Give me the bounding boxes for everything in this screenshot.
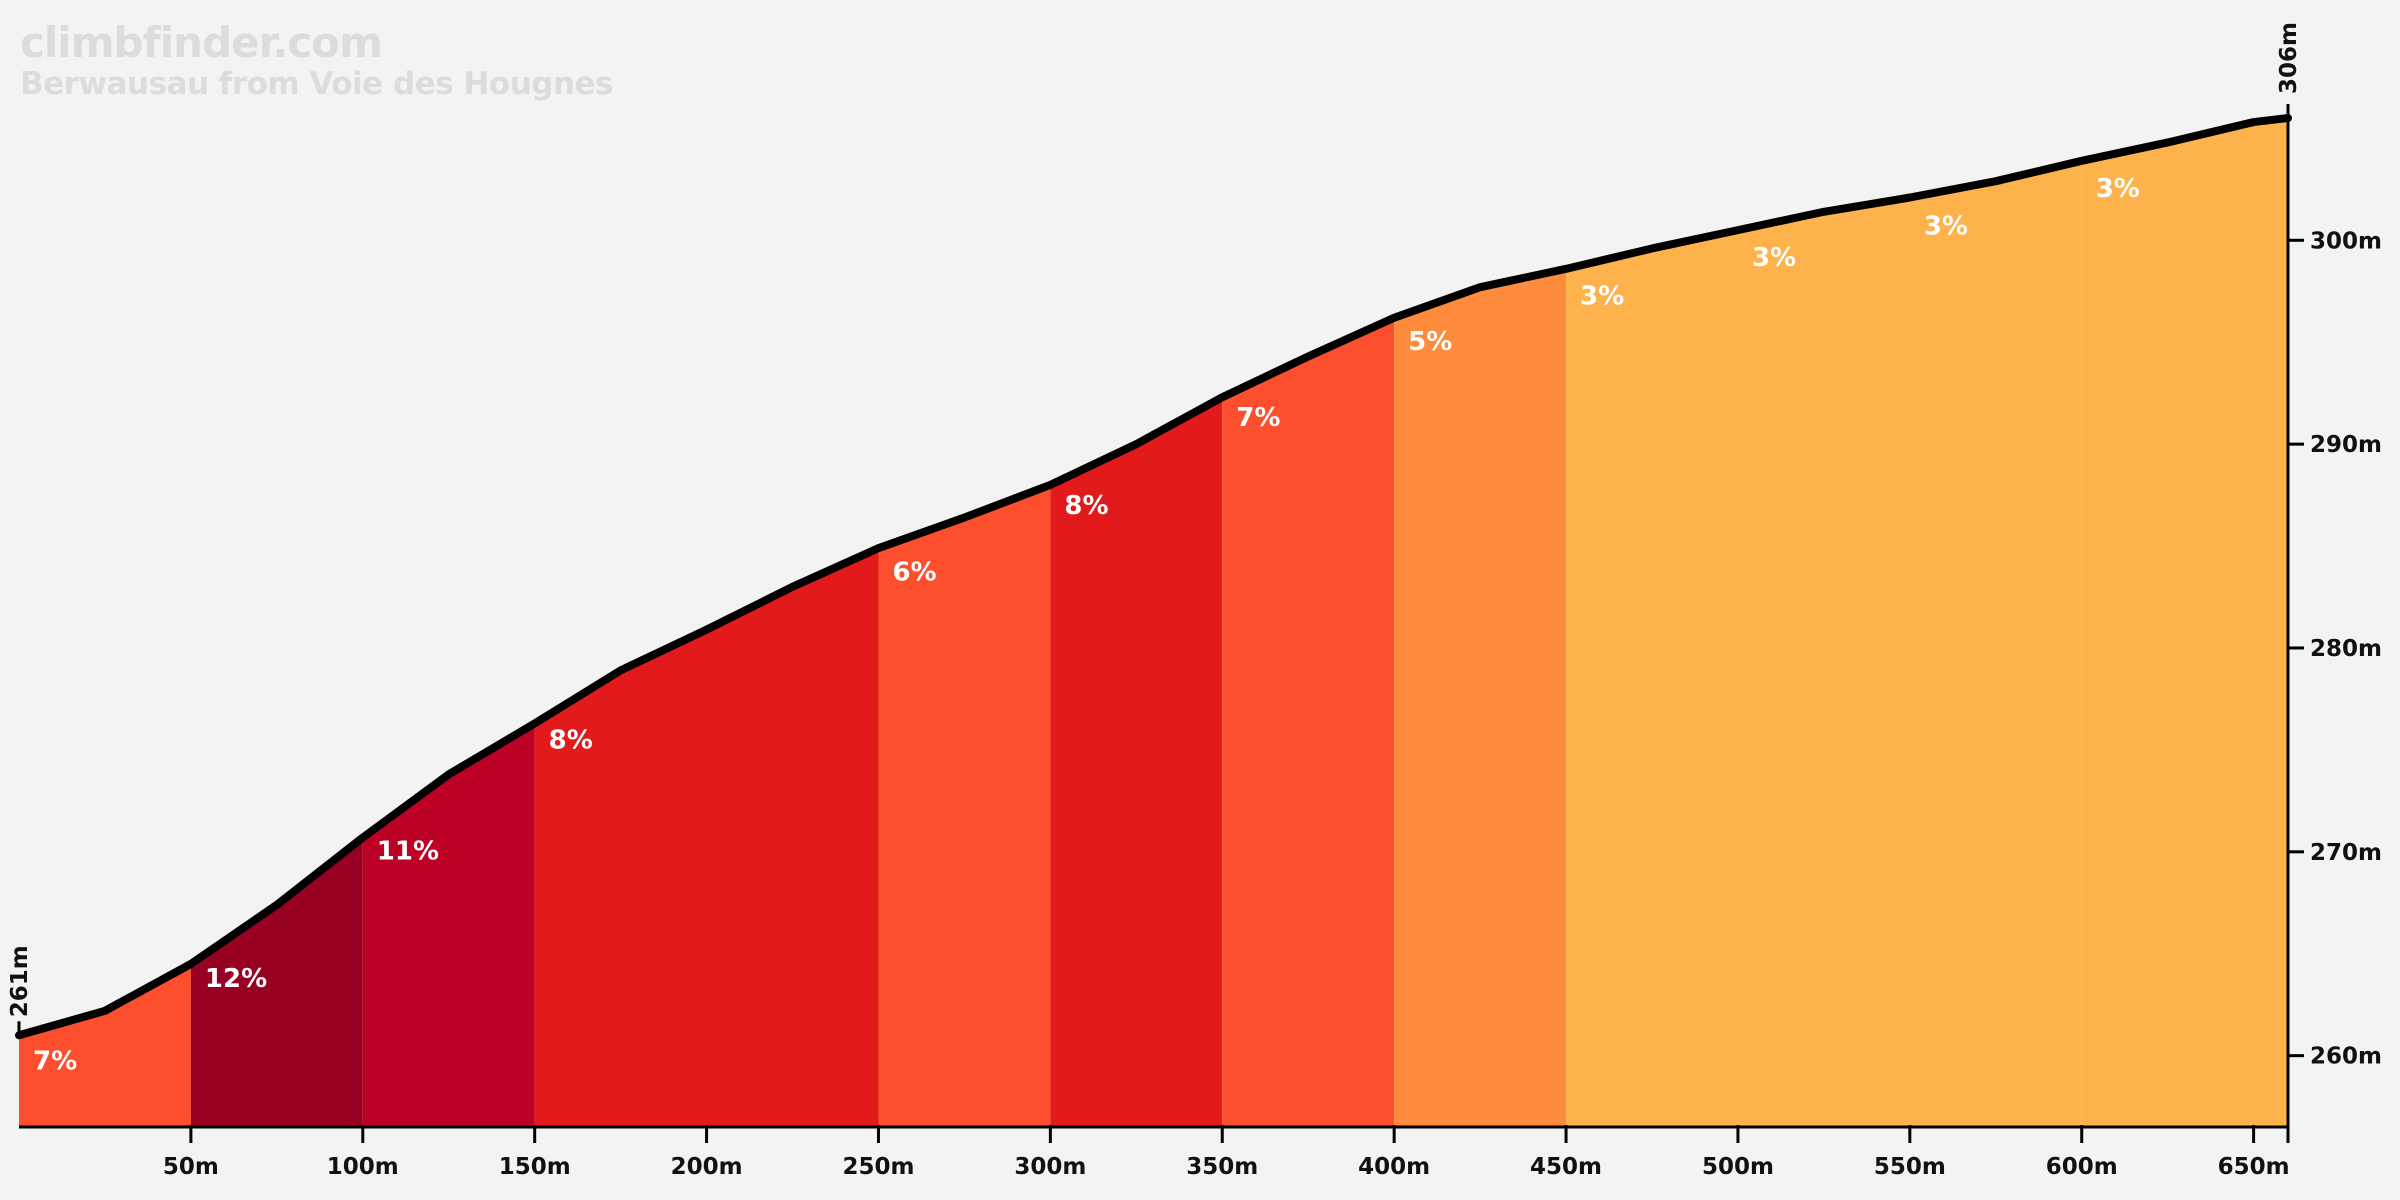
profile-line-group bbox=[15, 114, 2292, 1040]
y-tick-label-2: 270m bbox=[2310, 840, 2382, 866]
grade-label-1: 7% bbox=[33, 1046, 77, 1076]
x-tick-label-13: 650m bbox=[2218, 1154, 2290, 1180]
y-tick-label-1: 260m bbox=[2310, 1044, 2382, 1070]
segment-fill-2 bbox=[190, 837, 363, 1127]
start-elevation-label: 261m bbox=[7, 945, 33, 1017]
segment-fill-8 bbox=[1394, 268, 1567, 1127]
y-tick-label-3: 280m bbox=[2310, 636, 2382, 662]
x-tick-label-8: 400m bbox=[1358, 1154, 1430, 1180]
grade-label-4: 8% bbox=[549, 725, 593, 755]
grade-label-5: 6% bbox=[892, 557, 936, 587]
profile-line bbox=[15, 114, 2292, 1040]
end-elevation-label: 306m bbox=[2276, 22, 2302, 94]
segment-fill-11 bbox=[1909, 160, 2082, 1128]
x-tick-label-7: 350m bbox=[1186, 1154, 1258, 1180]
y-tick-label-4: 290m bbox=[2310, 432, 2382, 458]
y-tick-label-5: 300m bbox=[2310, 228, 2382, 254]
x-tick-label-2: 100m bbox=[327, 1154, 399, 1180]
x-tick-label-4: 200m bbox=[671, 1154, 743, 1180]
grade-label-6: 8% bbox=[1064, 491, 1108, 521]
grade-label-8: 5% bbox=[1408, 327, 1452, 357]
segment-fill-12 bbox=[2081, 118, 2288, 1127]
segment-fill-9 bbox=[1566, 230, 1738, 1128]
segment-fill-4 bbox=[534, 548, 879, 1127]
grade-label-10: 3% bbox=[1752, 243, 1796, 273]
grade-labels: 7% 12% 11% 8% 6% 8% 7% 5% 3% 3% 3% 3% bbox=[33, 174, 2140, 1077]
grade-label-12: 3% bbox=[2096, 174, 2140, 204]
end-labels: 261m 306m bbox=[7, 22, 2302, 1038]
x-tick-label-5: 250m bbox=[842, 1154, 914, 1180]
x-tick-label-6: 300m bbox=[1014, 1154, 1086, 1180]
segment-fill-5 bbox=[878, 484, 1051, 1128]
grade-label-2: 12% bbox=[205, 964, 267, 994]
x-tick-label-1: 50m bbox=[163, 1154, 219, 1180]
x-tick-label-3: 150m bbox=[499, 1154, 571, 1180]
grade-label-3: 11% bbox=[377, 836, 439, 866]
axes: 50m 100m 150m 200m 250m 300m 350m 400m 450m 500m 5… bbox=[19, 118, 2382, 1180]
x-tick-label-11: 550m bbox=[1874, 1154, 1946, 1180]
segment-fill-10 bbox=[1737, 197, 1910, 1128]
grade-label-7: 7% bbox=[1236, 403, 1280, 433]
segment-fill-3 bbox=[362, 723, 535, 1127]
site-logo-text: climbfinder.com bbox=[20, 18, 383, 67]
x-tick-label-9: 450m bbox=[1530, 1154, 1602, 1180]
chart-title: Berwausau from Voie des Hougnes bbox=[20, 66, 614, 102]
x-tick-label-10: 500m bbox=[1702, 1154, 1774, 1180]
grade-label-11: 3% bbox=[1924, 211, 1968, 241]
segment-fill-7 bbox=[1222, 317, 1395, 1128]
grade-label-9: 3% bbox=[1580, 281, 1624, 311]
segment-fills bbox=[19, 118, 2288, 1128]
segment-fill-1 bbox=[19, 963, 191, 1127]
x-tick-label-12: 600m bbox=[2046, 1154, 2118, 1180]
segment-fill-6 bbox=[1050, 397, 1223, 1128]
